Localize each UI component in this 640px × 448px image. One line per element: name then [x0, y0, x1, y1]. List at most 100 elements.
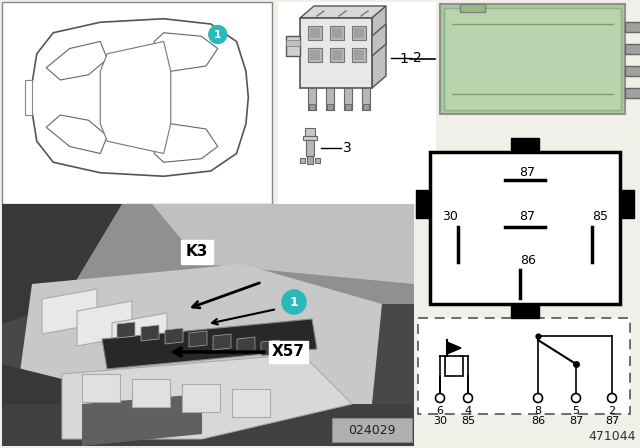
Bar — [332, 28, 342, 38]
Polygon shape — [447, 342, 461, 354]
Polygon shape — [189, 331, 207, 347]
Text: 2: 2 — [609, 406, 616, 416]
Bar — [352, 48, 366, 62]
Polygon shape — [62, 354, 352, 439]
Text: 2: 2 — [413, 51, 422, 65]
Polygon shape — [213, 334, 231, 350]
Bar — [416, 190, 430, 218]
Bar — [82, 374, 120, 402]
Bar — [460, 4, 485, 12]
Text: 024029: 024029 — [348, 423, 396, 436]
Bar — [418, 318, 630, 414]
Bar — [300, 18, 372, 88]
Text: 85: 85 — [592, 211, 608, 224]
Polygon shape — [237, 337, 255, 353]
Bar — [445, 356, 463, 376]
Bar — [305, 128, 315, 136]
Polygon shape — [77, 301, 132, 346]
Polygon shape — [165, 328, 183, 344]
Bar — [2, 204, 414, 304]
Text: X57: X57 — [272, 345, 305, 359]
Bar — [303, 136, 317, 140]
Polygon shape — [46, 115, 108, 154]
Bar — [625, 88, 640, 98]
Text: 30: 30 — [442, 211, 458, 224]
Bar — [625, 66, 640, 76]
Circle shape — [463, 393, 472, 402]
Bar — [354, 50, 364, 60]
Text: 30: 30 — [433, 416, 447, 426]
Bar — [308, 26, 322, 40]
Text: 471044: 471044 — [589, 430, 636, 443]
Circle shape — [607, 393, 616, 402]
Bar — [326, 88, 334, 110]
Bar — [308, 48, 322, 62]
Bar — [444, 8, 621, 110]
Bar — [182, 384, 220, 412]
Text: 1: 1 — [214, 30, 221, 39]
Bar — [300, 158, 305, 163]
Circle shape — [572, 393, 580, 402]
Text: 85: 85 — [461, 416, 475, 426]
Polygon shape — [17, 264, 382, 434]
Polygon shape — [25, 80, 32, 115]
Text: 86: 86 — [520, 254, 536, 267]
Text: 4: 4 — [465, 406, 472, 416]
Bar — [2, 204, 414, 446]
Bar — [332, 50, 342, 60]
Bar — [310, 50, 320, 60]
Bar — [625, 22, 640, 32]
Bar — [625, 44, 640, 54]
Circle shape — [282, 290, 306, 314]
Text: 87: 87 — [519, 165, 535, 178]
Polygon shape — [285, 343, 303, 359]
Polygon shape — [141, 325, 159, 341]
Polygon shape — [46, 42, 108, 80]
Polygon shape — [261, 340, 279, 356]
Bar — [315, 158, 320, 163]
Bar — [2, 404, 414, 446]
Bar — [330, 26, 344, 40]
Polygon shape — [112, 313, 167, 358]
Polygon shape — [154, 124, 218, 162]
Polygon shape — [117, 322, 135, 338]
Bar — [620, 190, 634, 218]
Polygon shape — [100, 42, 171, 154]
Polygon shape — [82, 394, 202, 446]
Polygon shape — [29, 19, 248, 176]
Circle shape — [534, 393, 543, 402]
Text: 1: 1 — [399, 52, 408, 66]
Polygon shape — [286, 36, 300, 56]
Polygon shape — [102, 319, 317, 369]
Bar — [354, 28, 364, 38]
Bar — [286, 40, 300, 46]
Bar — [344, 88, 352, 110]
Polygon shape — [42, 289, 97, 334]
Bar — [363, 104, 369, 110]
Bar — [232, 389, 270, 417]
Bar — [310, 28, 320, 38]
Polygon shape — [372, 6, 386, 88]
Polygon shape — [2, 204, 122, 324]
Text: 1: 1 — [290, 296, 298, 309]
Text: 6: 6 — [436, 406, 444, 416]
Bar — [132, 379, 170, 407]
Polygon shape — [154, 33, 218, 71]
Bar — [430, 152, 620, 304]
Text: K3: K3 — [186, 245, 208, 259]
Bar — [308, 88, 316, 110]
Circle shape — [209, 26, 227, 43]
Polygon shape — [372, 24, 386, 56]
Bar — [362, 88, 370, 110]
Bar — [278, 2, 436, 204]
Text: 5: 5 — [573, 406, 579, 416]
Circle shape — [435, 393, 445, 402]
Bar — [345, 104, 351, 110]
Polygon shape — [152, 204, 414, 284]
Text: 87: 87 — [569, 416, 583, 426]
Bar — [352, 26, 366, 40]
Polygon shape — [2, 364, 82, 446]
Bar — [307, 156, 313, 164]
Bar — [330, 48, 344, 62]
Text: 3: 3 — [343, 141, 352, 155]
